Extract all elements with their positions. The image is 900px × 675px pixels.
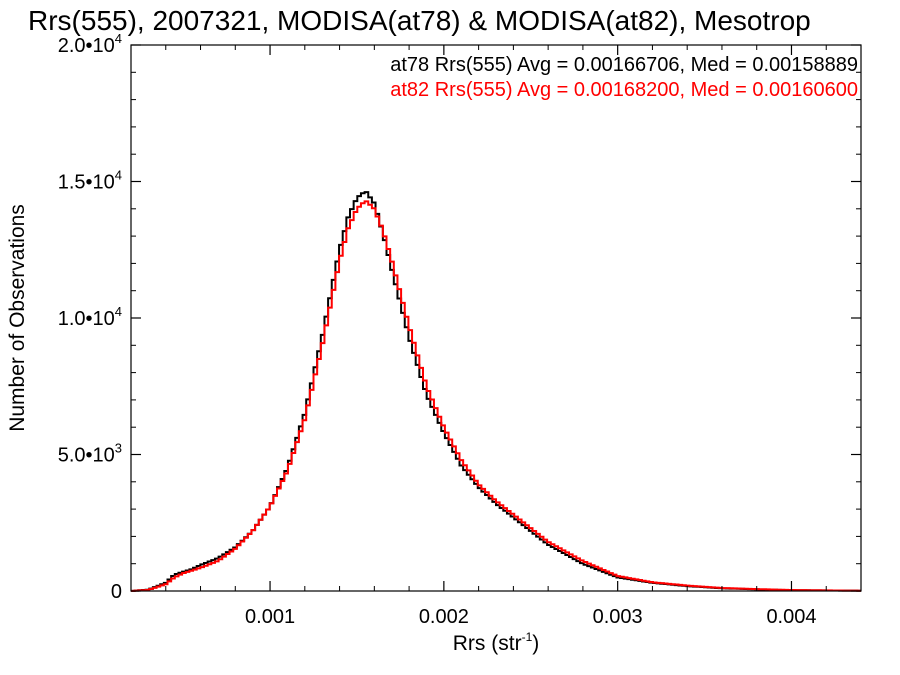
x-axis-label-sup: -1 (522, 630, 533, 644)
x-tick-label: 0.003 (593, 606, 643, 628)
series-line-at82 (131, 200, 861, 592)
x-tick-label: 0.001 (245, 606, 295, 628)
x-axis-label: Rrs (str-1) (453, 630, 540, 655)
y-axis-label: Number of Observations (6, 204, 29, 432)
chart-title: Rrs(555), 2007321, MODISA(at78) & MODISA… (28, 5, 811, 36)
y-tick-label: 5.0•103 (58, 441, 122, 467)
axis-ticks (130, 44, 862, 592)
y-tick-label: 1.0•104 (58, 304, 122, 330)
x-axis-label-main: Rrs (str (453, 632, 522, 655)
y-tick-label: 0 (111, 581, 122, 603)
tick-labels: 0.001 0.002 0.003 0.004 0 5.0•103 1.0•104 1.5•1… (58, 31, 817, 628)
plot-lines (131, 191, 861, 592)
plot-frame (130, 44, 862, 592)
y-tick-label: 1.5•104 (58, 168, 122, 194)
x-tick-label: 0.004 (766, 606, 816, 628)
legend-entry-at78: at78 Rrs(555) Avg = 0.00166706, Med = 0.… (390, 54, 858, 76)
x-tick-label: 0.002 (419, 606, 469, 628)
legend-entry-at82: at82 Rrs(555) Avg = 0.00168200, Med = 0.… (390, 79, 858, 101)
series-line-at78 (131, 191, 861, 592)
x-axis-label-close: ) (532, 632, 539, 655)
y-tick-label: 2.0•104 (58, 31, 122, 57)
